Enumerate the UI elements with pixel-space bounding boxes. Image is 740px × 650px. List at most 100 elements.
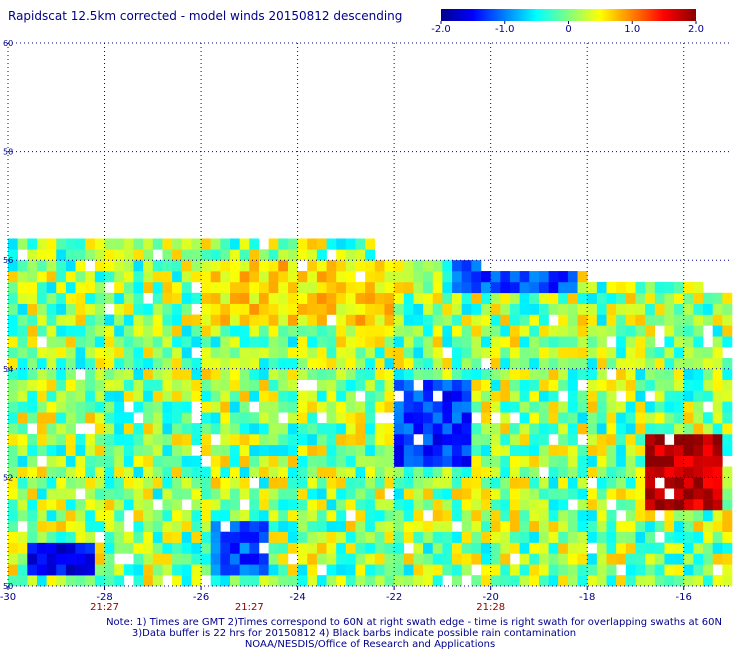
heatmap-cell [413,575,424,587]
heatmap-cell [394,455,405,467]
heatmap-cell [683,314,694,326]
heatmap-cell [172,379,183,391]
heatmap-cell [297,499,308,511]
heatmap-cell [587,336,598,348]
heatmap-cell [8,477,18,489]
heatmap-cell [567,401,578,413]
heatmap-cell [529,575,540,587]
heatmap-cell [239,401,250,413]
heatmap-cell [500,509,511,522]
heatmap-cell [123,531,134,543]
heatmap-cell [635,347,646,359]
heatmap-cell [596,347,607,359]
heatmap-cell [674,499,685,511]
heatmap-cell [423,455,434,467]
heatmap-cell [336,444,347,456]
heatmap-cell [152,347,163,359]
heatmap-cell [529,325,540,337]
heatmap-cell [239,347,250,359]
heatmap-cell [596,499,607,511]
heatmap-cell [258,499,269,511]
heatmap-cell [664,368,675,380]
heatmap-cell [249,390,260,402]
heatmap-cell [461,368,472,380]
heatmap-cell [249,499,260,511]
heatmap-cell [355,303,366,315]
heatmap-cell [297,347,308,359]
heatmap-cell [336,401,347,413]
heatmap-cell [432,412,443,424]
heatmap-cell [432,455,443,467]
heatmap-cell [94,455,105,467]
heatmap-cell [36,238,47,250]
heatmap-cell [162,477,173,489]
heatmap-cell [413,520,424,532]
heatmap-cell [693,466,704,478]
heatmap-cell [201,401,212,413]
heatmap-cell [133,303,144,315]
heatmap-cell [442,531,453,543]
heatmap-cell [133,423,144,435]
heatmap-cell [152,455,163,467]
heatmap-cell [104,499,115,511]
heatmap-cell [548,281,559,294]
heatmap-cell [558,357,569,370]
heatmap-cell [490,357,501,370]
heatmap-cell [17,336,28,348]
heatmap-cell [384,303,395,315]
heatmap-cell [394,488,405,500]
heatmap-cell [374,531,385,543]
heatmap-cell [85,303,96,315]
heatmap-cell [65,423,76,435]
heatmap-cell [27,499,38,511]
heatmap-cell [558,542,569,554]
heatmap-cell [519,499,530,511]
heatmap-cell [46,238,57,250]
heatmap-cell [162,531,173,543]
heatmap-cell [336,303,347,315]
heatmap-cell [558,499,569,511]
heatmap-cell [220,281,231,294]
heatmap-cell [17,390,28,402]
heatmap-cell [519,314,530,326]
heatmap-cell [307,412,318,424]
heatmap-cell [703,292,713,304]
heatmap-cell [114,520,125,532]
heatmap-cell [133,401,144,413]
heatmap-cell [181,325,192,337]
heatmap-cell [181,455,192,467]
heatmap-cell [365,390,376,402]
swath-times: 21:27 21:27 21:28 [90,602,505,613]
heatmap-cell [538,444,549,456]
heatmap-cell [210,520,221,532]
heatmap-cell [722,433,733,446]
heatmap-cell [635,390,646,402]
heatmap-cell [461,444,472,456]
heatmap-cell [65,488,76,500]
heatmap-cell [693,336,704,348]
heatmap-cell [423,401,434,413]
heatmap-cell [365,444,376,456]
heatmap-cell [403,477,414,489]
heatmap-cell [8,260,18,272]
heatmap-cell [65,271,76,283]
heatmap-cell [538,281,549,294]
heatmap-cell [442,499,453,511]
heatmap-cell [674,401,685,413]
heatmap-cell [36,401,47,413]
heatmap-cell [46,564,57,576]
heatmap-cell [133,390,144,402]
heatmap-cell [46,347,57,359]
heatmap-cell [316,249,327,261]
heatmap-cell [56,455,67,467]
heatmap-cell [191,368,202,380]
heatmap-cell [85,575,96,587]
heatmap-cell [587,303,598,315]
heatmap-cell [94,292,105,304]
heatmap-cell [181,564,192,576]
heatmap-cell [365,433,376,446]
heatmap-cell [490,325,501,337]
heatmap-cell [239,390,250,402]
heatmap-cell [143,444,154,456]
heatmap-cell [616,303,627,315]
